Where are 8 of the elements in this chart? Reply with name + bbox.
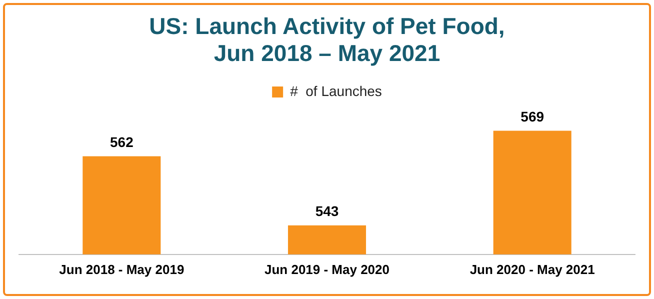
legend-label: # of Launches [290,82,382,99]
data-label: 543 [315,203,339,220]
data-label: 569 [520,108,544,125]
x-tick-label: Jun 2019 - May 2020 [264,262,390,277]
data-label: 562 [110,134,134,150]
x-tick-label: Jun 2018 - May 2019 [59,262,184,277]
chart-title: US: Launch Activity of Pet Food, Jun 2018 – May 2021 [148,13,506,67]
x-tick-label: Jun 2020 - May 2021 [470,262,595,277]
